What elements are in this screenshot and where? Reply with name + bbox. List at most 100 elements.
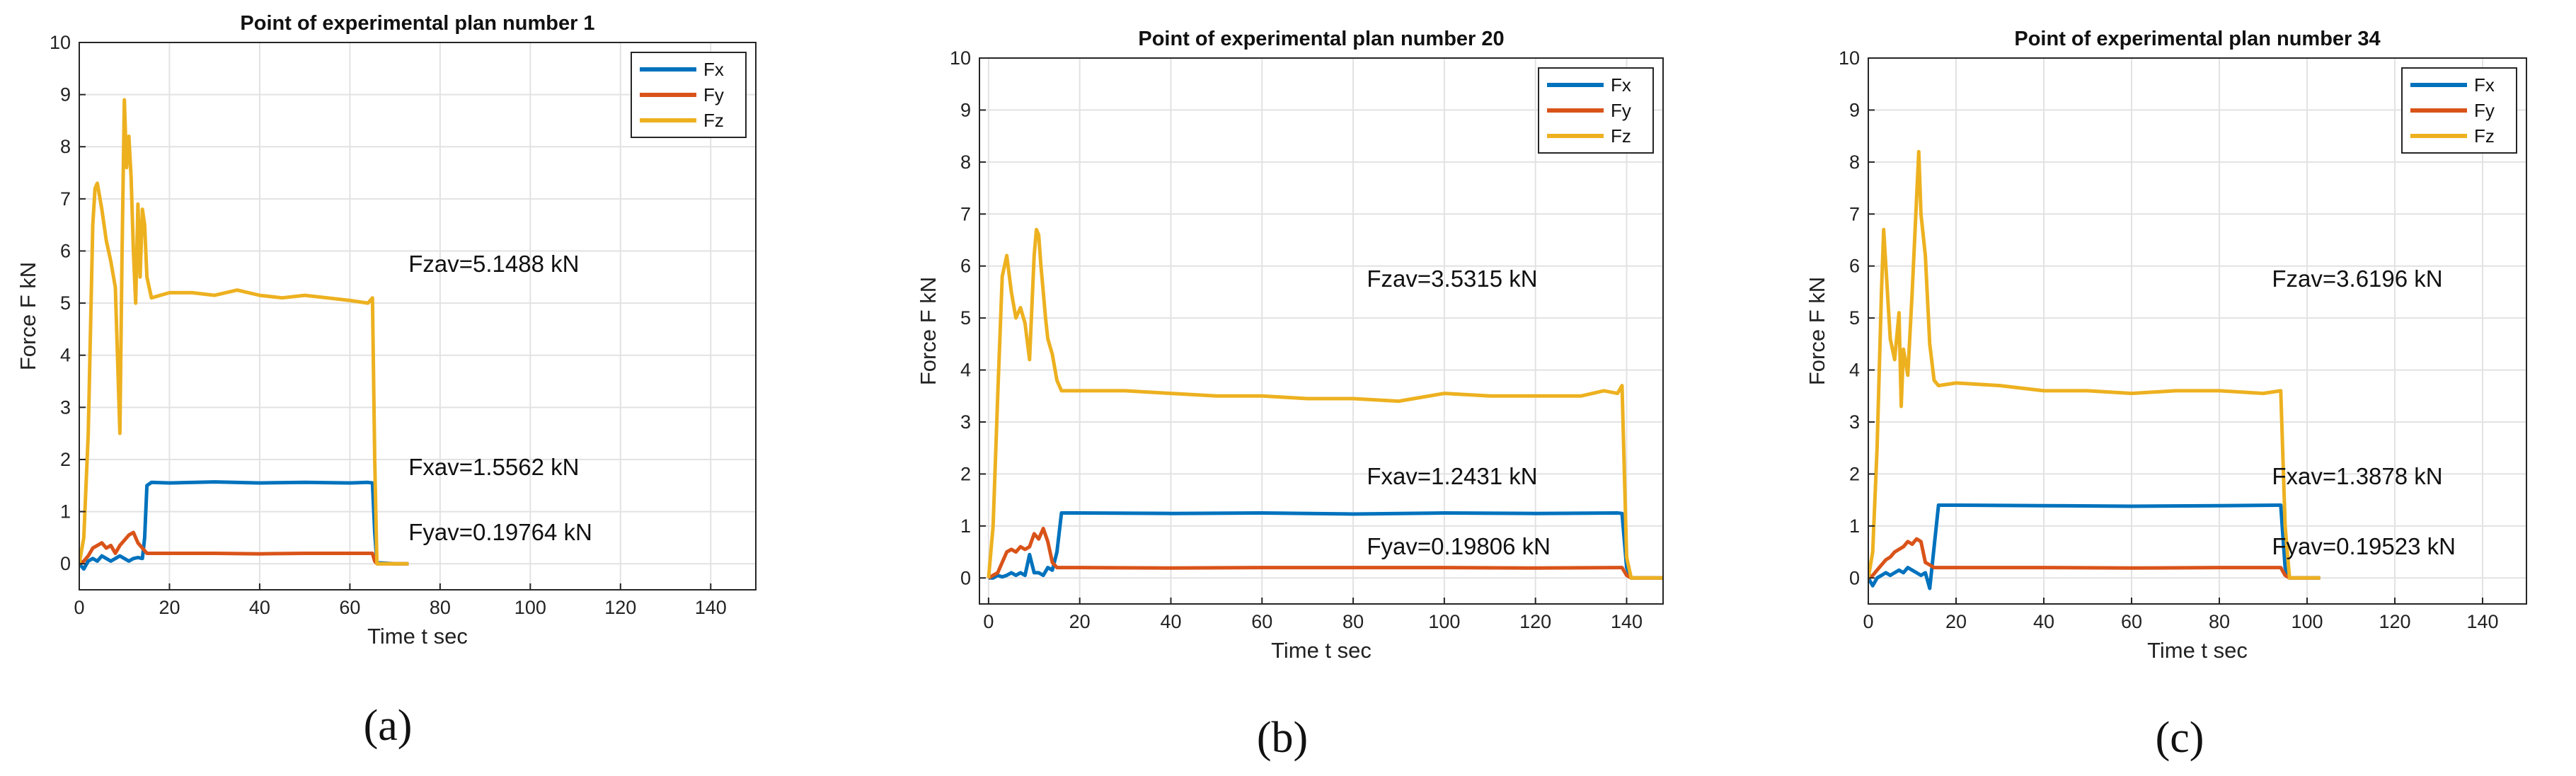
y-tick-label: 7 bbox=[60, 188, 71, 210]
x-tick-label: 140 bbox=[2466, 611, 2498, 632]
y-tick-label: 7 bbox=[1849, 203, 1860, 224]
series-line-fx bbox=[1868, 503, 2321, 590]
annotation-label: Fyav=0.19764 kN bbox=[408, 519, 592, 545]
y-tick-label: 1 bbox=[1849, 515, 1860, 537]
y-tick-label: 10 bbox=[950, 47, 971, 69]
annotation-label: Fzav=3.6196 kN bbox=[2272, 266, 2442, 292]
x-tick-label: 20 bbox=[1945, 611, 1967, 632]
y-axis-label: Force F kN bbox=[1805, 277, 1829, 385]
series-line-fy bbox=[987, 527, 1663, 580]
legend-label-fz: Fz bbox=[2474, 125, 2495, 147]
annotation-label: Fyav=0.19806 kN bbox=[1367, 533, 1551, 559]
axes-box bbox=[79, 42, 757, 590]
x-tick-label: 80 bbox=[2209, 611, 2230, 632]
legend-label-fx: Fx bbox=[2474, 74, 2495, 96]
y-tick-label: 10 bbox=[50, 32, 71, 53]
y-tick-label: 10 bbox=[1839, 47, 1860, 69]
y-tick-label: 4 bbox=[60, 345, 71, 366]
legend: Fx Fy Fz bbox=[1538, 67, 1654, 154]
y-tick-label: 8 bbox=[1849, 152, 1860, 173]
series-line-fy bbox=[1868, 537, 2321, 580]
x-tick-label: 20 bbox=[1069, 611, 1091, 632]
x-tick-label: 60 bbox=[1251, 611, 1272, 632]
x-tick-label: 100 bbox=[2291, 611, 2323, 632]
y-tick-label: 4 bbox=[1849, 360, 1860, 381]
y-tick-label: 9 bbox=[960, 99, 971, 120]
series-line-fy bbox=[79, 530, 409, 566]
y-tick-label: 1 bbox=[60, 501, 71, 523]
series-line-fx bbox=[79, 480, 409, 571]
x-tick-label: 140 bbox=[1611, 611, 1643, 632]
panel-caption: (c) bbox=[2156, 714, 2204, 762]
annotation-label: Fzav=3.5315 kN bbox=[1367, 266, 1537, 292]
x-tick-label: 0 bbox=[1863, 611, 1873, 632]
x-tick-label: 120 bbox=[2379, 611, 2410, 632]
y-tick-label: 0 bbox=[1849, 567, 1860, 588]
y-tick-label: 3 bbox=[960, 411, 971, 433]
y-axis-label: Force F kN bbox=[916, 277, 941, 385]
y-tick-label: 5 bbox=[960, 307, 971, 329]
x-tick-label: 100 bbox=[1428, 611, 1460, 632]
y-tick-label: 0 bbox=[960, 567, 971, 588]
chart-panel-3: 0 20 40 60 80 100 120 140 0 1 2 3 4 5 6 7 8 9 10 Point of e… bbox=[1805, 28, 2527, 762]
x-axis-label: Time t sec bbox=[2147, 638, 2248, 663]
series-line-fz bbox=[79, 98, 409, 566]
x-tick-label: 40 bbox=[1160, 611, 1181, 632]
y-tick-label: 4 bbox=[960, 360, 971, 381]
series-line-fx bbox=[988, 511, 1663, 580]
x-tick-label: 0 bbox=[983, 611, 994, 632]
x-tick-label: 60 bbox=[2121, 611, 2142, 632]
x-tick-label: 140 bbox=[695, 597, 727, 618]
axes-box bbox=[979, 57, 1664, 605]
annotation-label: Fyav=0.19523 kN bbox=[2272, 533, 2456, 559]
annotation-label: Fxav=1.2431 kN bbox=[1367, 463, 1537, 489]
y-tick-label: 5 bbox=[1849, 307, 1860, 329]
x-tick-label: 100 bbox=[514, 597, 546, 618]
x-tick-label: 60 bbox=[339, 597, 360, 618]
annotation-label: Fxav=1.5562 kN bbox=[408, 454, 579, 480]
legend-label-fy: Fy bbox=[1611, 100, 1631, 121]
y-tick-label: 9 bbox=[1849, 99, 1860, 120]
y-tick-label: 5 bbox=[60, 292, 71, 314]
y-tick-label: 3 bbox=[1849, 411, 1860, 433]
y-tick-label: 6 bbox=[1849, 256, 1860, 277]
x-tick-label: 80 bbox=[430, 597, 451, 618]
legend-label-fx: Fx bbox=[1611, 74, 1631, 96]
chart-panel-1: 0 20 40 60 80 100 120 140 0 1 2 3 4 5 6 7 8 9 10 Point of e… bbox=[16, 12, 757, 750]
chart-title: Point of experimental plan number 1 bbox=[240, 12, 594, 35]
series-line-fz bbox=[1868, 149, 2321, 580]
legend: Fx Fy Fz bbox=[631, 52, 747, 138]
axes-box bbox=[1868, 57, 2527, 605]
y-tick-label: 7 bbox=[960, 203, 971, 224]
chart-title: Point of experimental plan number 20 bbox=[1138, 28, 1504, 50]
legend: Fx Fy Fz bbox=[2401, 67, 2517, 154]
x-tick-label: 20 bbox=[159, 597, 180, 618]
chart-title: Point of experimental plan number 34 bbox=[2014, 28, 2380, 50]
y-tick-label: 8 bbox=[960, 152, 971, 173]
legend-label-fy: Fy bbox=[703, 84, 724, 105]
x-axis-label: Time t sec bbox=[1271, 638, 1372, 663]
legend-label-fz: Fz bbox=[1611, 125, 1631, 147]
x-axis-label: Time t sec bbox=[367, 624, 468, 649]
y-tick-label: 2 bbox=[60, 449, 71, 470]
x-tick-label: 120 bbox=[604, 597, 636, 618]
legend-label-fy: Fy bbox=[2474, 100, 2495, 121]
y-axis-label: Force F kN bbox=[16, 262, 40, 370]
y-tick-label: 3 bbox=[60, 396, 71, 418]
y-tick-label: 2 bbox=[960, 463, 971, 484]
annotation-label: Fzav=5.1488 kN bbox=[408, 251, 579, 277]
y-tick-label: 6 bbox=[60, 240, 71, 261]
chart-panel-2: 0 20 40 60 80 100 120 140 0 1 2 3 4 5 6 7 8 9 10 Point of e… bbox=[916, 28, 1664, 762]
x-tick-label: 40 bbox=[249, 597, 270, 618]
y-tick-label: 1 bbox=[960, 515, 971, 537]
x-tick-label: 40 bbox=[2033, 611, 2054, 632]
legend-label-fx: Fx bbox=[703, 59, 724, 80]
x-tick-label: 120 bbox=[1519, 611, 1551, 632]
x-tick-label: 80 bbox=[1342, 611, 1364, 632]
y-tick-label: 9 bbox=[60, 84, 71, 105]
panel-caption: (a) bbox=[364, 702, 413, 750]
y-tick-label: 0 bbox=[60, 553, 71, 574]
y-tick-label: 6 bbox=[960, 256, 971, 277]
legend-label-fz: Fz bbox=[703, 110, 724, 131]
x-tick-label: 0 bbox=[74, 597, 84, 618]
